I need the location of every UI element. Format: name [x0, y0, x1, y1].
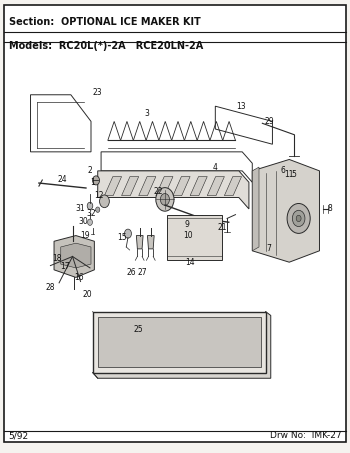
Text: 1: 1 — [90, 178, 95, 187]
Text: 27: 27 — [137, 268, 147, 277]
Text: 16: 16 — [75, 273, 84, 282]
Polygon shape — [156, 177, 173, 196]
Text: 29: 29 — [264, 117, 274, 126]
Polygon shape — [167, 215, 222, 260]
Text: 5/92: 5/92 — [9, 431, 29, 440]
Text: 31: 31 — [76, 204, 85, 213]
Circle shape — [99, 195, 109, 207]
Polygon shape — [54, 236, 94, 277]
Text: 5: 5 — [292, 170, 297, 179]
Text: 22: 22 — [153, 187, 163, 196]
Text: 20: 20 — [83, 290, 92, 299]
Text: 2: 2 — [88, 166, 93, 175]
Polygon shape — [190, 177, 207, 196]
Polygon shape — [121, 177, 139, 196]
Text: 13: 13 — [236, 101, 245, 111]
Text: 17: 17 — [60, 261, 70, 270]
Polygon shape — [139, 177, 156, 196]
Polygon shape — [93, 312, 266, 372]
Polygon shape — [173, 177, 190, 196]
Polygon shape — [61, 243, 91, 268]
Text: 12: 12 — [94, 191, 104, 200]
Circle shape — [156, 188, 174, 211]
Polygon shape — [93, 312, 271, 378]
Text: 19: 19 — [80, 231, 90, 240]
Circle shape — [292, 210, 305, 226]
Text: 7: 7 — [267, 244, 272, 253]
Polygon shape — [98, 171, 249, 209]
Text: 10: 10 — [184, 231, 193, 240]
Text: 28: 28 — [46, 283, 55, 292]
Circle shape — [92, 176, 99, 185]
Circle shape — [287, 203, 310, 233]
Polygon shape — [207, 177, 224, 196]
Text: 8: 8 — [327, 204, 332, 213]
Circle shape — [296, 215, 301, 222]
Circle shape — [125, 229, 132, 238]
Text: 30: 30 — [79, 217, 89, 226]
Text: 6: 6 — [280, 166, 285, 175]
Polygon shape — [252, 167, 259, 251]
Circle shape — [87, 202, 93, 209]
Text: 4: 4 — [213, 163, 218, 172]
Text: Section:  OPTIONAL ICE MAKER KIT: Section: OPTIONAL ICE MAKER KIT — [9, 17, 201, 27]
Circle shape — [160, 193, 169, 205]
Text: Drw No:  IMK-27: Drw No: IMK-27 — [270, 431, 341, 440]
Text: Models:  RC20L(*)-2A   RCE20LN-2A: Models: RC20L(*)-2A RCE20LN-2A — [9, 41, 203, 51]
Text: 15: 15 — [117, 233, 127, 242]
Polygon shape — [224, 177, 241, 196]
Polygon shape — [136, 236, 143, 249]
Text: 11: 11 — [285, 170, 294, 179]
Text: 21: 21 — [217, 223, 227, 232]
Text: 18: 18 — [52, 254, 62, 263]
Text: 9: 9 — [184, 220, 189, 229]
Text: 26: 26 — [126, 268, 136, 277]
Text: 24: 24 — [58, 175, 67, 184]
Polygon shape — [98, 318, 261, 367]
Text: 23: 23 — [93, 88, 103, 97]
Circle shape — [88, 219, 92, 226]
Circle shape — [199, 216, 205, 223]
Text: 14: 14 — [185, 258, 195, 267]
Text: 32: 32 — [86, 209, 96, 218]
Polygon shape — [252, 159, 320, 262]
Text: 25: 25 — [133, 325, 143, 334]
Polygon shape — [147, 236, 154, 249]
Circle shape — [96, 207, 100, 212]
Polygon shape — [104, 177, 121, 196]
Text: 3: 3 — [144, 109, 149, 118]
